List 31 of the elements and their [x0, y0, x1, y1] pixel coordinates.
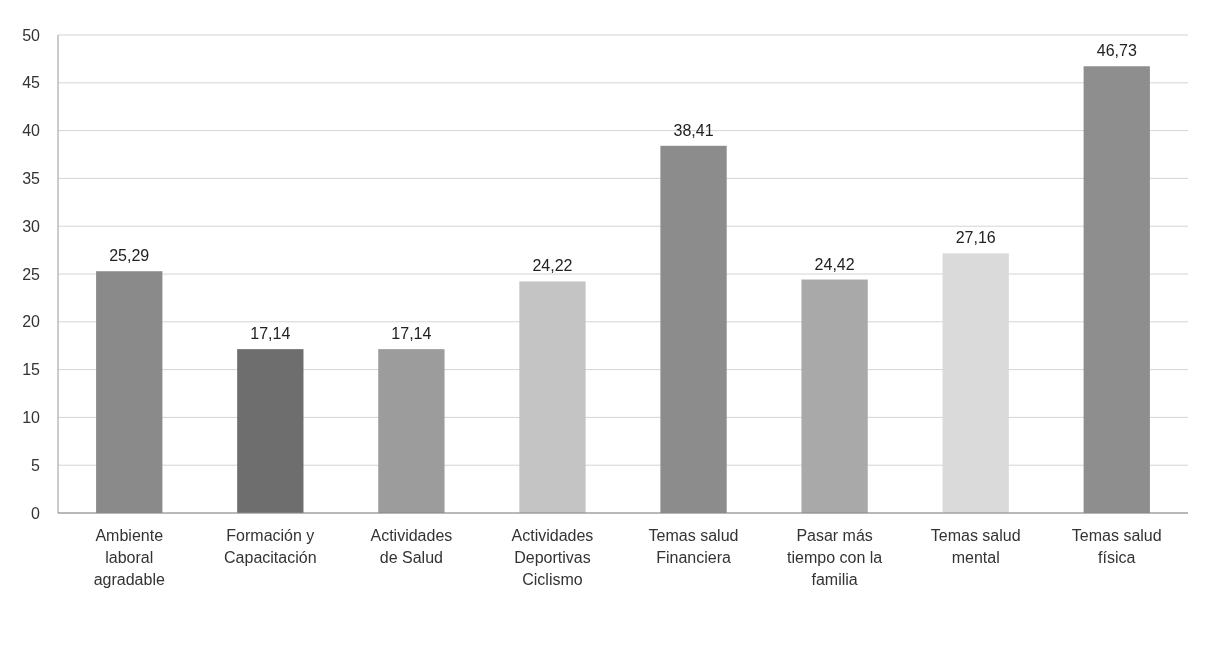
data-label: 24,22 — [532, 257, 573, 275]
y-tick-label: 10 — [22, 409, 41, 426]
y-tick-label: 40 — [22, 122, 41, 140]
bar — [519, 281, 586, 513]
x-tick-label: Pasar más tiempo con la familia — [787, 527, 883, 588]
y-tick-label: 15 — [22, 361, 41, 379]
x-tick-label: Actividades de Salud — [370, 527, 453, 566]
y-tick-label: 20 — [22, 313, 41, 331]
y-tick-label: 25 — [22, 265, 41, 283]
bar — [801, 279, 868, 513]
x-tick-label: Temas salud física — [1071, 527, 1162, 566]
x-tick-label: Formación y Capacitación — [224, 527, 317, 566]
data-label: 25,29 — [109, 247, 150, 265]
x-tick-label: Temas salud Financiera — [648, 527, 739, 566]
data-label: 38,41 — [673, 121, 714, 139]
x-tick-label: Ambiente laboral agradable — [93, 527, 165, 588]
y-tick-label: 45 — [22, 74, 41, 92]
data-label: 27,16 — [955, 229, 996, 247]
data-label: 24,42 — [814, 255, 855, 273]
y-tick-label: 0 — [31, 504, 41, 522]
data-label: 46,73 — [1096, 42, 1137, 60]
bar — [237, 349, 304, 513]
x-tick-label: Actividades Deportivas Ciclismo — [511, 527, 594, 588]
y-tick-label: 5 — [31, 456, 41, 474]
y-tick-label: 30 — [22, 217, 41, 235]
y-tick-label: 50 — [22, 26, 41, 44]
data-label: 17,14 — [250, 325, 291, 343]
data-label: 17,14 — [391, 325, 432, 343]
x-tick-label: Temas salud mental — [930, 527, 1021, 566]
y-tick-label: 35 — [22, 170, 41, 187]
bar — [378, 349, 445, 513]
